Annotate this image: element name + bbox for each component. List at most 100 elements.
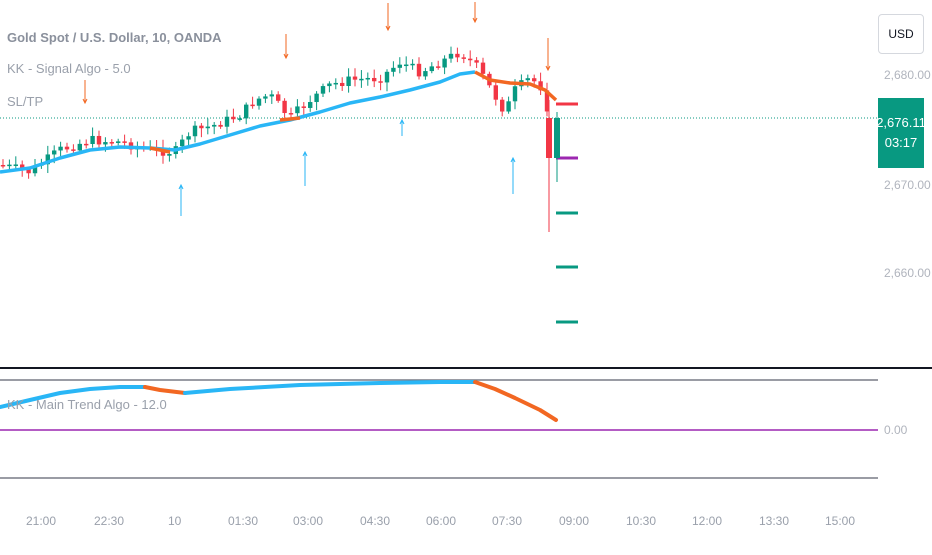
candle-body bbox=[288, 113, 294, 115]
candle-body bbox=[423, 71, 428, 77]
candle-body bbox=[308, 102, 313, 108]
candle-body bbox=[468, 58, 473, 61]
candle-body bbox=[186, 136, 191, 140]
candle-body bbox=[218, 124, 223, 127]
currency-button[interactable]: USD bbox=[878, 14, 924, 54]
candle-body bbox=[333, 82, 338, 85]
trend-line-up bbox=[0, 70, 476, 174]
symbol-title[interactable]: Gold Spot / U.S. Dollar, 10, OANDA bbox=[7, 30, 222, 45]
indicator-main-trend[interactable]: KK - Main Trend Algo - 12.0 bbox=[7, 397, 167, 412]
candle-body bbox=[352, 76, 358, 80]
candle-body bbox=[276, 94, 281, 101]
candle-body bbox=[397, 64, 402, 68]
candle-body bbox=[320, 86, 326, 94]
candle-body bbox=[391, 67, 396, 72]
candle-body bbox=[546, 118, 552, 158]
candle-body bbox=[372, 77, 377, 82]
candle-body bbox=[506, 101, 511, 112]
candle-body bbox=[20, 164, 25, 170]
candle-body bbox=[455, 53, 460, 58]
candle-body bbox=[269, 94, 274, 97]
candle-body bbox=[231, 116, 236, 120]
candle-body bbox=[224, 116, 230, 127]
candle-body bbox=[359, 78, 364, 81]
time-axis-label: 01:30 bbox=[228, 514, 259, 528]
main-trend-line bbox=[473, 380, 558, 422]
current-price-badge: 2,676.11 03:17 bbox=[876, 98, 926, 168]
candle-body bbox=[378, 81, 383, 83]
candle-body bbox=[84, 143, 89, 146]
current-price: 2,676.11 bbox=[876, 115, 926, 130]
candle-body bbox=[512, 86, 518, 102]
candle-body bbox=[244, 104, 249, 119]
candle-body bbox=[404, 64, 409, 67]
sell-arrow-icon bbox=[283, 53, 289, 60]
candle-body bbox=[461, 57, 466, 59]
candle-body bbox=[71, 149, 76, 151]
candle-body bbox=[122, 141, 127, 143]
time-axis-label: 10:30 bbox=[626, 514, 657, 528]
candle-body bbox=[365, 77, 370, 80]
candle-body bbox=[346, 76, 351, 87]
candle-body bbox=[493, 85, 498, 100]
candle-body bbox=[384, 71, 390, 83]
sell-arrow-icon bbox=[472, 17, 478, 24]
time-axis-label: 13:30 bbox=[759, 514, 790, 528]
indicator-signal-algo[interactable]: KK - Signal Algo - 5.0 bbox=[7, 61, 131, 76]
candle-body bbox=[538, 81, 543, 91]
candle-body bbox=[13, 164, 18, 166]
indicator-sltp[interactable]: SL/TP bbox=[7, 94, 44, 109]
candle-body bbox=[250, 104, 255, 107]
candle-body bbox=[416, 63, 422, 77]
time-axis-label: 10 bbox=[168, 514, 182, 528]
candle-body bbox=[116, 141, 121, 143]
trend-line-down bbox=[279, 116, 301, 122]
candle-body bbox=[192, 125, 198, 137]
time-axis-label: 22:30 bbox=[94, 514, 125, 528]
candle-body bbox=[199, 125, 204, 129]
candle-body bbox=[52, 150, 57, 155]
candle-body bbox=[103, 142, 108, 145]
candle-body bbox=[96, 135, 102, 145]
trend-line-series bbox=[0, 70, 558, 174]
candle-body bbox=[263, 96, 268, 99]
candle-body bbox=[295, 106, 300, 114]
candle-body bbox=[500, 99, 505, 112]
candle-body bbox=[90, 135, 95, 144]
buy-arrow-icon bbox=[399, 118, 405, 125]
buy-arrow-icon bbox=[510, 156, 516, 163]
candle-body bbox=[45, 154, 50, 165]
sell-arrow-icon bbox=[82, 98, 88, 105]
bar-countdown: 03:17 bbox=[884, 135, 918, 150]
candle-body bbox=[340, 82, 345, 87]
buy-arrow-icon bbox=[302, 150, 308, 157]
buy-arrow-icon bbox=[178, 183, 184, 190]
time-axis-label: 06:00 bbox=[426, 514, 457, 528]
main-trend-series bbox=[0, 380, 558, 422]
candle-body bbox=[525, 78, 530, 81]
candle-body bbox=[448, 53, 454, 59]
candle-body bbox=[205, 126, 210, 129]
candle-body bbox=[410, 63, 415, 66]
trend-line-down bbox=[149, 146, 171, 154]
sell-arrow-icon bbox=[545, 65, 551, 72]
candle-body bbox=[554, 118, 560, 158]
candle-body bbox=[26, 169, 31, 174]
sell-arrow-icon bbox=[385, 25, 391, 32]
candle-body bbox=[237, 118, 242, 120]
signal-arrows bbox=[82, 2, 551, 216]
candle-body bbox=[212, 124, 217, 127]
candle-body bbox=[301, 106, 306, 108]
main-trend-line bbox=[143, 385, 187, 395]
candle-body bbox=[180, 139, 185, 147]
candle-body bbox=[314, 93, 319, 103]
time-axis-label: 12:00 bbox=[692, 514, 723, 528]
candle-body bbox=[256, 98, 262, 106]
candle-body bbox=[58, 146, 63, 151]
candle-body bbox=[442, 58, 447, 68]
candle-body bbox=[544, 90, 550, 112]
candle-body bbox=[64, 146, 70, 150]
sub-axis-label: 0.00 bbox=[884, 423, 908, 437]
